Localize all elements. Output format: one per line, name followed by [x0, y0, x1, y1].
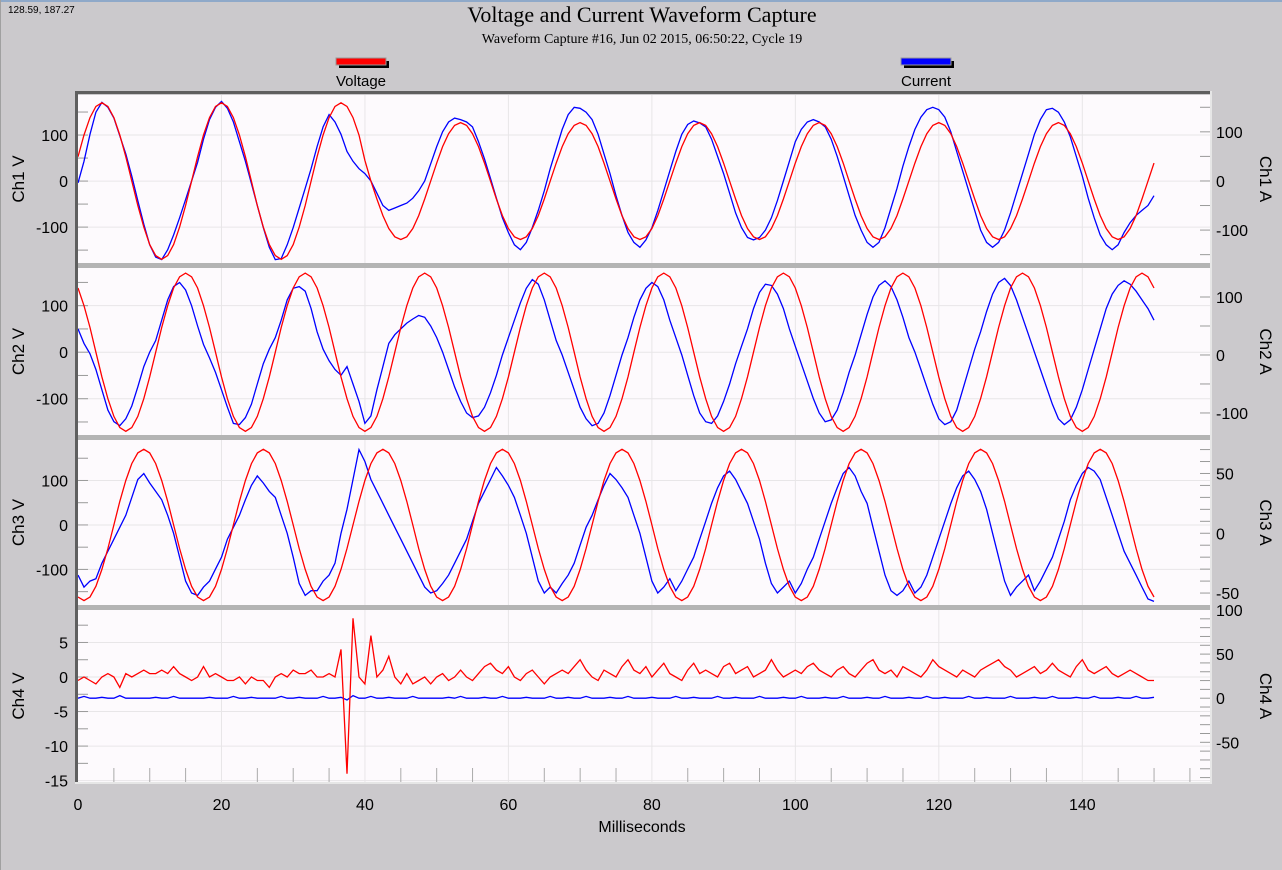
x-tick-label: 80 [643, 797, 661, 814]
left-tick-label: -100 [36, 562, 68, 579]
right-tick-label: 100 [1216, 290, 1243, 307]
panel-background [78, 268, 1210, 435]
x-tick-label: 0 [74, 797, 83, 814]
voltage-series-ch3 [78, 448, 1155, 602]
right-tick-label: 0 [1216, 526, 1225, 543]
left-tick-label: 100 [41, 128, 68, 145]
cursor-readout: 128.59, 187.27 [8, 5, 75, 16]
panel-separator [78, 263, 1210, 268]
chart-title: Voltage and Current Waveform Capture [467, 2, 816, 27]
left-tick-label: -15 [45, 774, 68, 791]
x-tick-label: 100 [782, 797, 809, 814]
left-tick-label: 0 [59, 345, 68, 362]
right-tick-label: 0 [1216, 691, 1225, 708]
legend: Voltage Current [335, 57, 954, 90]
x-tick-label: 140 [1069, 797, 1096, 814]
left-tick-label: 0 [59, 518, 68, 535]
right-tick-label: -50 [1216, 586, 1239, 603]
left-axis-title: Ch1 V [9, 155, 28, 203]
voltage-series-ch2 [78, 272, 1155, 433]
panel-separator [78, 605, 1210, 610]
right-axis-title: Ch2 A [1256, 328, 1275, 375]
panel-separator [78, 435, 1210, 440]
x-tick-label: 60 [500, 797, 518, 814]
plot-frame-right [1210, 91, 1212, 783]
right-tick-label: 100 [1216, 125, 1243, 142]
current-series-ch4 [78, 694, 1155, 701]
x-tick-label: 20 [213, 797, 231, 814]
right-tick-label: 0 [1216, 348, 1225, 365]
window-left-border [0, 0, 1, 870]
right-tick-label: 100 [1216, 603, 1243, 620]
right-axis-title: Ch4 A [1256, 673, 1275, 720]
left-tick-label: -100 [36, 220, 68, 237]
right-tick-label: -50 [1216, 735, 1239, 752]
right-tick-label: 0 [1216, 174, 1225, 191]
right-tick-label: 50 [1216, 466, 1234, 483]
legend-swatch-current [900, 57, 952, 66]
plot-frame-left [75, 91, 78, 783]
window-top-border [0, 0, 1282, 2]
legend-label-current: Current [901, 73, 952, 90]
left-axis-title: Ch3 V [9, 498, 28, 546]
panel-background [78, 610, 1210, 782]
right-tick-label: -100 [1216, 223, 1248, 240]
legend-label-voltage: Voltage [336, 73, 386, 90]
chart-subtitle: Waveform Capture #16, Jun 02 2015, 06:50… [482, 32, 802, 47]
x-tick-label: 40 [356, 797, 374, 814]
legend-item-voltage: Voltage [335, 57, 389, 90]
plot-frame-bottom [75, 782, 1212, 784]
right-axis-title: Ch1 A [1256, 156, 1275, 203]
left-axis-title: Ch2 V [9, 327, 28, 375]
right-axis-title: Ch3 A [1256, 499, 1275, 546]
left-tick-label: 0 [59, 174, 68, 191]
left-tick-label: -5 [54, 705, 68, 722]
left-tick-label: -10 [45, 739, 68, 756]
left-tick-label: 5 [59, 635, 68, 652]
left-axis-title: Ch4 V [9, 672, 28, 720]
legend-swatch-voltage [335, 57, 387, 66]
left-tick-label: -100 [36, 392, 68, 409]
voltage-series-ch4 [78, 618, 1154, 774]
x-tick-label: 120 [925, 797, 952, 814]
x-axis-label: Milliseconds [598, 819, 685, 836]
legend-item-current: Current [900, 57, 954, 90]
left-tick-label: 100 [41, 473, 68, 490]
right-tick-label: 50 [1216, 647, 1234, 664]
panel-background [78, 440, 1210, 605]
voltage-series-ch1 [78, 102, 1155, 261]
current-series-ch3 [78, 447, 1155, 603]
right-tick-label: -100 [1216, 406, 1248, 423]
left-tick-label: 100 [41, 299, 68, 316]
left-tick-label: 0 [59, 670, 68, 687]
plot-frame-top [75, 91, 1210, 94]
current-series-ch2 [78, 277, 1155, 427]
